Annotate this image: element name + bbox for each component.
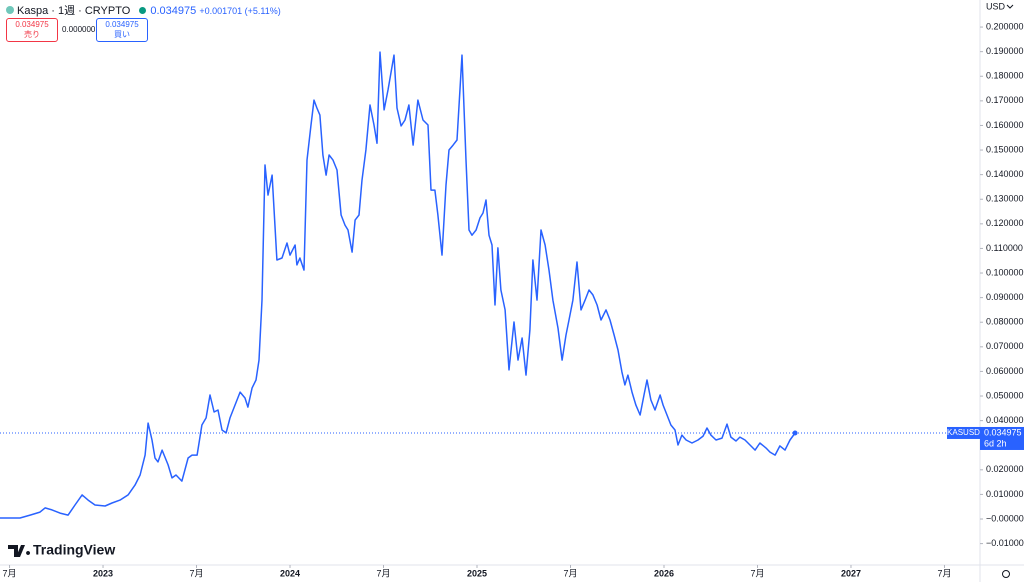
x-tick-label: 7月 bbox=[377, 568, 391, 578]
y-tick-label: 0.060000 bbox=[986, 366, 1024, 376]
x-tick-label: 7月 bbox=[937, 568, 951, 578]
x-tick-label: 7月 bbox=[750, 568, 764, 578]
y-tick-label: 0.050000 bbox=[986, 390, 1024, 400]
currency-dropdown[interactable] bbox=[1006, 4, 1014, 9]
y-tick-label: 0.180000 bbox=[986, 71, 1024, 81]
logo-text: TradingView bbox=[33, 542, 115, 558]
y-tick-label: 0.190000 bbox=[986, 46, 1024, 56]
y-tick-label: 0.080000 bbox=[986, 317, 1024, 327]
x-tick-label: 2023 bbox=[93, 568, 113, 578]
symbol-row: Kaspa · 1週 · CRYPTO 0.034975 +0.001701 (… bbox=[6, 2, 281, 18]
buy-label: 買い bbox=[114, 30, 130, 39]
logo: TradingView bbox=[8, 542, 115, 558]
y-tick-label: 0.160000 bbox=[986, 120, 1024, 130]
x-tick-label: 7月 bbox=[563, 568, 577, 578]
price-label-bg bbox=[980, 426, 1024, 450]
y-tick-label: −0.000000 bbox=[986, 513, 1024, 523]
sell-button[interactable]: 0.034975 売り bbox=[6, 18, 58, 42]
symbol-label-bg bbox=[947, 426, 980, 439]
sell-price: 0.034975 bbox=[15, 20, 49, 29]
y-tick-label: −0.010000 bbox=[986, 538, 1024, 548]
y-tick-label: 0.150000 bbox=[986, 144, 1024, 154]
y-tick-label: 0.140000 bbox=[986, 169, 1024, 179]
change: +0.001701 (+5.11%) bbox=[199, 6, 281, 16]
currency: USD bbox=[986, 1, 1006, 11]
sell-label: 売り bbox=[24, 30, 40, 39]
x-tick-label: 2027 bbox=[841, 568, 861, 578]
x-tick-label: 2026 bbox=[654, 568, 674, 578]
y-tick-label: 0.010000 bbox=[986, 489, 1024, 499]
x-tick-label: 7月 bbox=[3, 568, 17, 578]
y-tick-label: 0.110000 bbox=[986, 243, 1023, 253]
spread: 0.000000 bbox=[62, 25, 96, 34]
y-tick-label: 0.040000 bbox=[986, 415, 1024, 425]
y-tick-label: 0.090000 bbox=[986, 292, 1024, 302]
x-tick-label: 2025 bbox=[467, 568, 487, 578]
symbol-label: KASUSD bbox=[947, 428, 980, 437]
y-tick-label: 0.020000 bbox=[986, 464, 1024, 474]
y-tick-label: 0.070000 bbox=[986, 341, 1024, 351]
y-tick-label: 0.120000 bbox=[986, 218, 1024, 228]
y-tick-label: 0.200000 bbox=[986, 21, 1024, 31]
y-tick-label: 0.130000 bbox=[986, 194, 1024, 204]
countdown: 6d 2h bbox=[984, 438, 1007, 448]
buy-button[interactable]: 0.034975 買い bbox=[96, 18, 148, 42]
x-tick-label: 7月 bbox=[190, 568, 204, 578]
symbol-icon bbox=[6, 6, 14, 14]
price-line bbox=[0, 51, 796, 519]
y-tick-label: 0.170000 bbox=[986, 95, 1024, 105]
price-label: 0.034975 bbox=[984, 427, 1022, 437]
symbol[interactable]: Kaspa · 1週 · CRYPTO bbox=[17, 5, 131, 17]
market-status bbox=[139, 7, 147, 14]
settings-icon[interactable] bbox=[1002, 570, 1010, 578]
last-point bbox=[792, 430, 798, 436]
buy-price: 0.034975 bbox=[105, 20, 139, 29]
y-tick-label: 0.100000 bbox=[986, 267, 1024, 277]
price: 0.034975 bbox=[150, 5, 197, 17]
x-tick-label: 2024 bbox=[280, 568, 300, 578]
